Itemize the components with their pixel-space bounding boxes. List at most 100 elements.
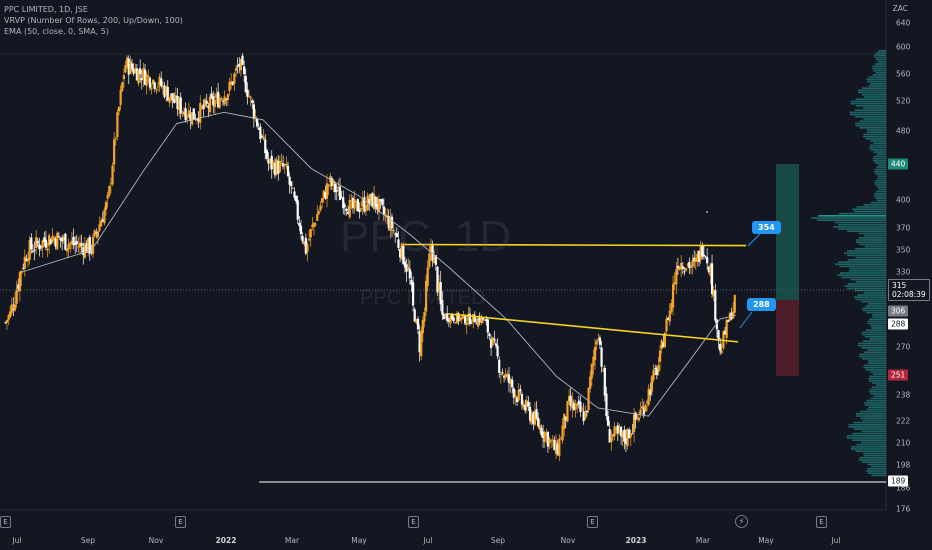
volume-profile-row [872, 316, 886, 318]
volume-profile-row [874, 193, 886, 195]
candle-body [452, 317, 455, 322]
volume-profile-row [863, 351, 886, 353]
candle-body [475, 323, 478, 325]
candle-body [269, 159, 272, 163]
candle-body [41, 240, 44, 248]
candle-body [522, 404, 525, 408]
volume-profile-row [869, 380, 886, 382]
x-tick: 2022 [215, 536, 237, 545]
candle-body [132, 68, 135, 74]
volume-profile-row [852, 432, 886, 435]
dividend-flash-icon[interactable]: ⚡ [735, 515, 748, 528]
candle-body [217, 91, 220, 108]
earnings-event-icon[interactable]: E [816, 516, 827, 528]
volume-profile-row [863, 292, 886, 294]
candle-body [143, 69, 147, 85]
candle-body [637, 417, 641, 421]
candle-body [351, 197, 355, 209]
support-price-tag[interactable]: 189 [888, 475, 909, 487]
volume-profile-row [834, 221, 886, 224]
target-price-tag[interactable]: 440 [888, 158, 909, 170]
candle-body [418, 331, 421, 353]
candle-body [660, 340, 663, 349]
candle-body [606, 416, 610, 426]
volume-profile-row [860, 417, 886, 419]
candle-body [411, 282, 415, 306]
legend-vrvp[interactable]: VRVP (Number Of Rows, 200, Up/Down, 100) [4, 16, 183, 25]
candle-body [104, 202, 108, 210]
volume-profile-row [877, 175, 886, 177]
volume-profile-row [855, 124, 886, 127]
candle-body [553, 439, 556, 451]
volume-profile-row [861, 94, 886, 96]
volume-profile-row [870, 149, 886, 151]
candle-body [44, 239, 48, 248]
earnings-event-icon[interactable]: E [408, 516, 419, 528]
candle-body [476, 318, 480, 327]
volume-profile-row [870, 325, 886, 327]
volume-profile-row [837, 228, 886, 230]
volume-profile-row [875, 72, 886, 74]
callout-354[interactable]: 354 [752, 221, 781, 234]
candle-body [446, 313, 449, 321]
candle-body [347, 212, 350, 215]
legend-symbol[interactable]: PPC LIMITED, 1D, JSE [4, 5, 88, 14]
callout-354-leader [747, 233, 761, 247]
candle-body [455, 312, 459, 324]
candle-body [478, 316, 481, 323]
candle-body [171, 93, 174, 101]
candle-body [244, 76, 247, 93]
candle-body [33, 249, 36, 251]
candle-body [733, 294, 736, 313]
volume-profile-row [811, 217, 886, 219]
volume-profile-row [872, 314, 886, 316]
candle-body [379, 199, 382, 202]
candle-body [153, 82, 156, 89]
candle-body [684, 268, 688, 271]
volume-profile-row [875, 197, 886, 199]
candle-body [485, 319, 488, 322]
volume-profile-row [876, 153, 886, 155]
earnings-event-icon[interactable]: E [175, 516, 186, 528]
target-zone[interactable] [776, 164, 799, 300]
candle-body [454, 322, 457, 324]
legend-ema[interactable]: EMA (50, close, 0, SMA, 5) [4, 27, 109, 36]
candle-body [194, 119, 197, 121]
volume-profile-row [875, 52, 886, 54]
earnings-event-icon[interactable]: E [587, 516, 598, 528]
y-tick: 198 [896, 460, 911, 470]
candle-body [130, 63, 134, 69]
volume-profile-row [870, 397, 886, 400]
candle-body [382, 206, 385, 215]
callout-288[interactable]: 288 [747, 298, 776, 311]
candle-body [416, 318, 420, 330]
volume-profile-row [869, 338, 886, 340]
candle-body [618, 430, 621, 432]
x-tick: Nov [148, 536, 164, 545]
wedge-price-tag[interactable]: 288 [888, 318, 909, 330]
candle-body [408, 268, 411, 279]
volume-profile-row [874, 54, 886, 56]
candle-body [624, 438, 628, 445]
volume-profile-row [850, 448, 886, 450]
candle-body [650, 376, 654, 392]
earnings-event-icon[interactable]: E [0, 516, 11, 528]
candle-body [59, 237, 62, 241]
candle-body [499, 374, 502, 375]
volume-profile-row [875, 184, 886, 186]
candle-body [100, 220, 103, 227]
stop-zone[interactable] [776, 300, 799, 376]
candle-body [551, 439, 554, 441]
candle-body [603, 367, 606, 396]
candle-body [311, 224, 314, 228]
candle-body [709, 264, 712, 276]
candle-body [415, 319, 418, 324]
volume-profile-row [844, 285, 886, 287]
entry-price-tag[interactable]: 306 [888, 305, 909, 317]
trendlines[interactable] [259, 233, 886, 483]
stop-price-tag[interactable]: 251 [888, 369, 909, 381]
last-price-tag[interactable]: 315 02:08:39 [888, 279, 930, 301]
volume-profile-row [853, 210, 886, 213]
